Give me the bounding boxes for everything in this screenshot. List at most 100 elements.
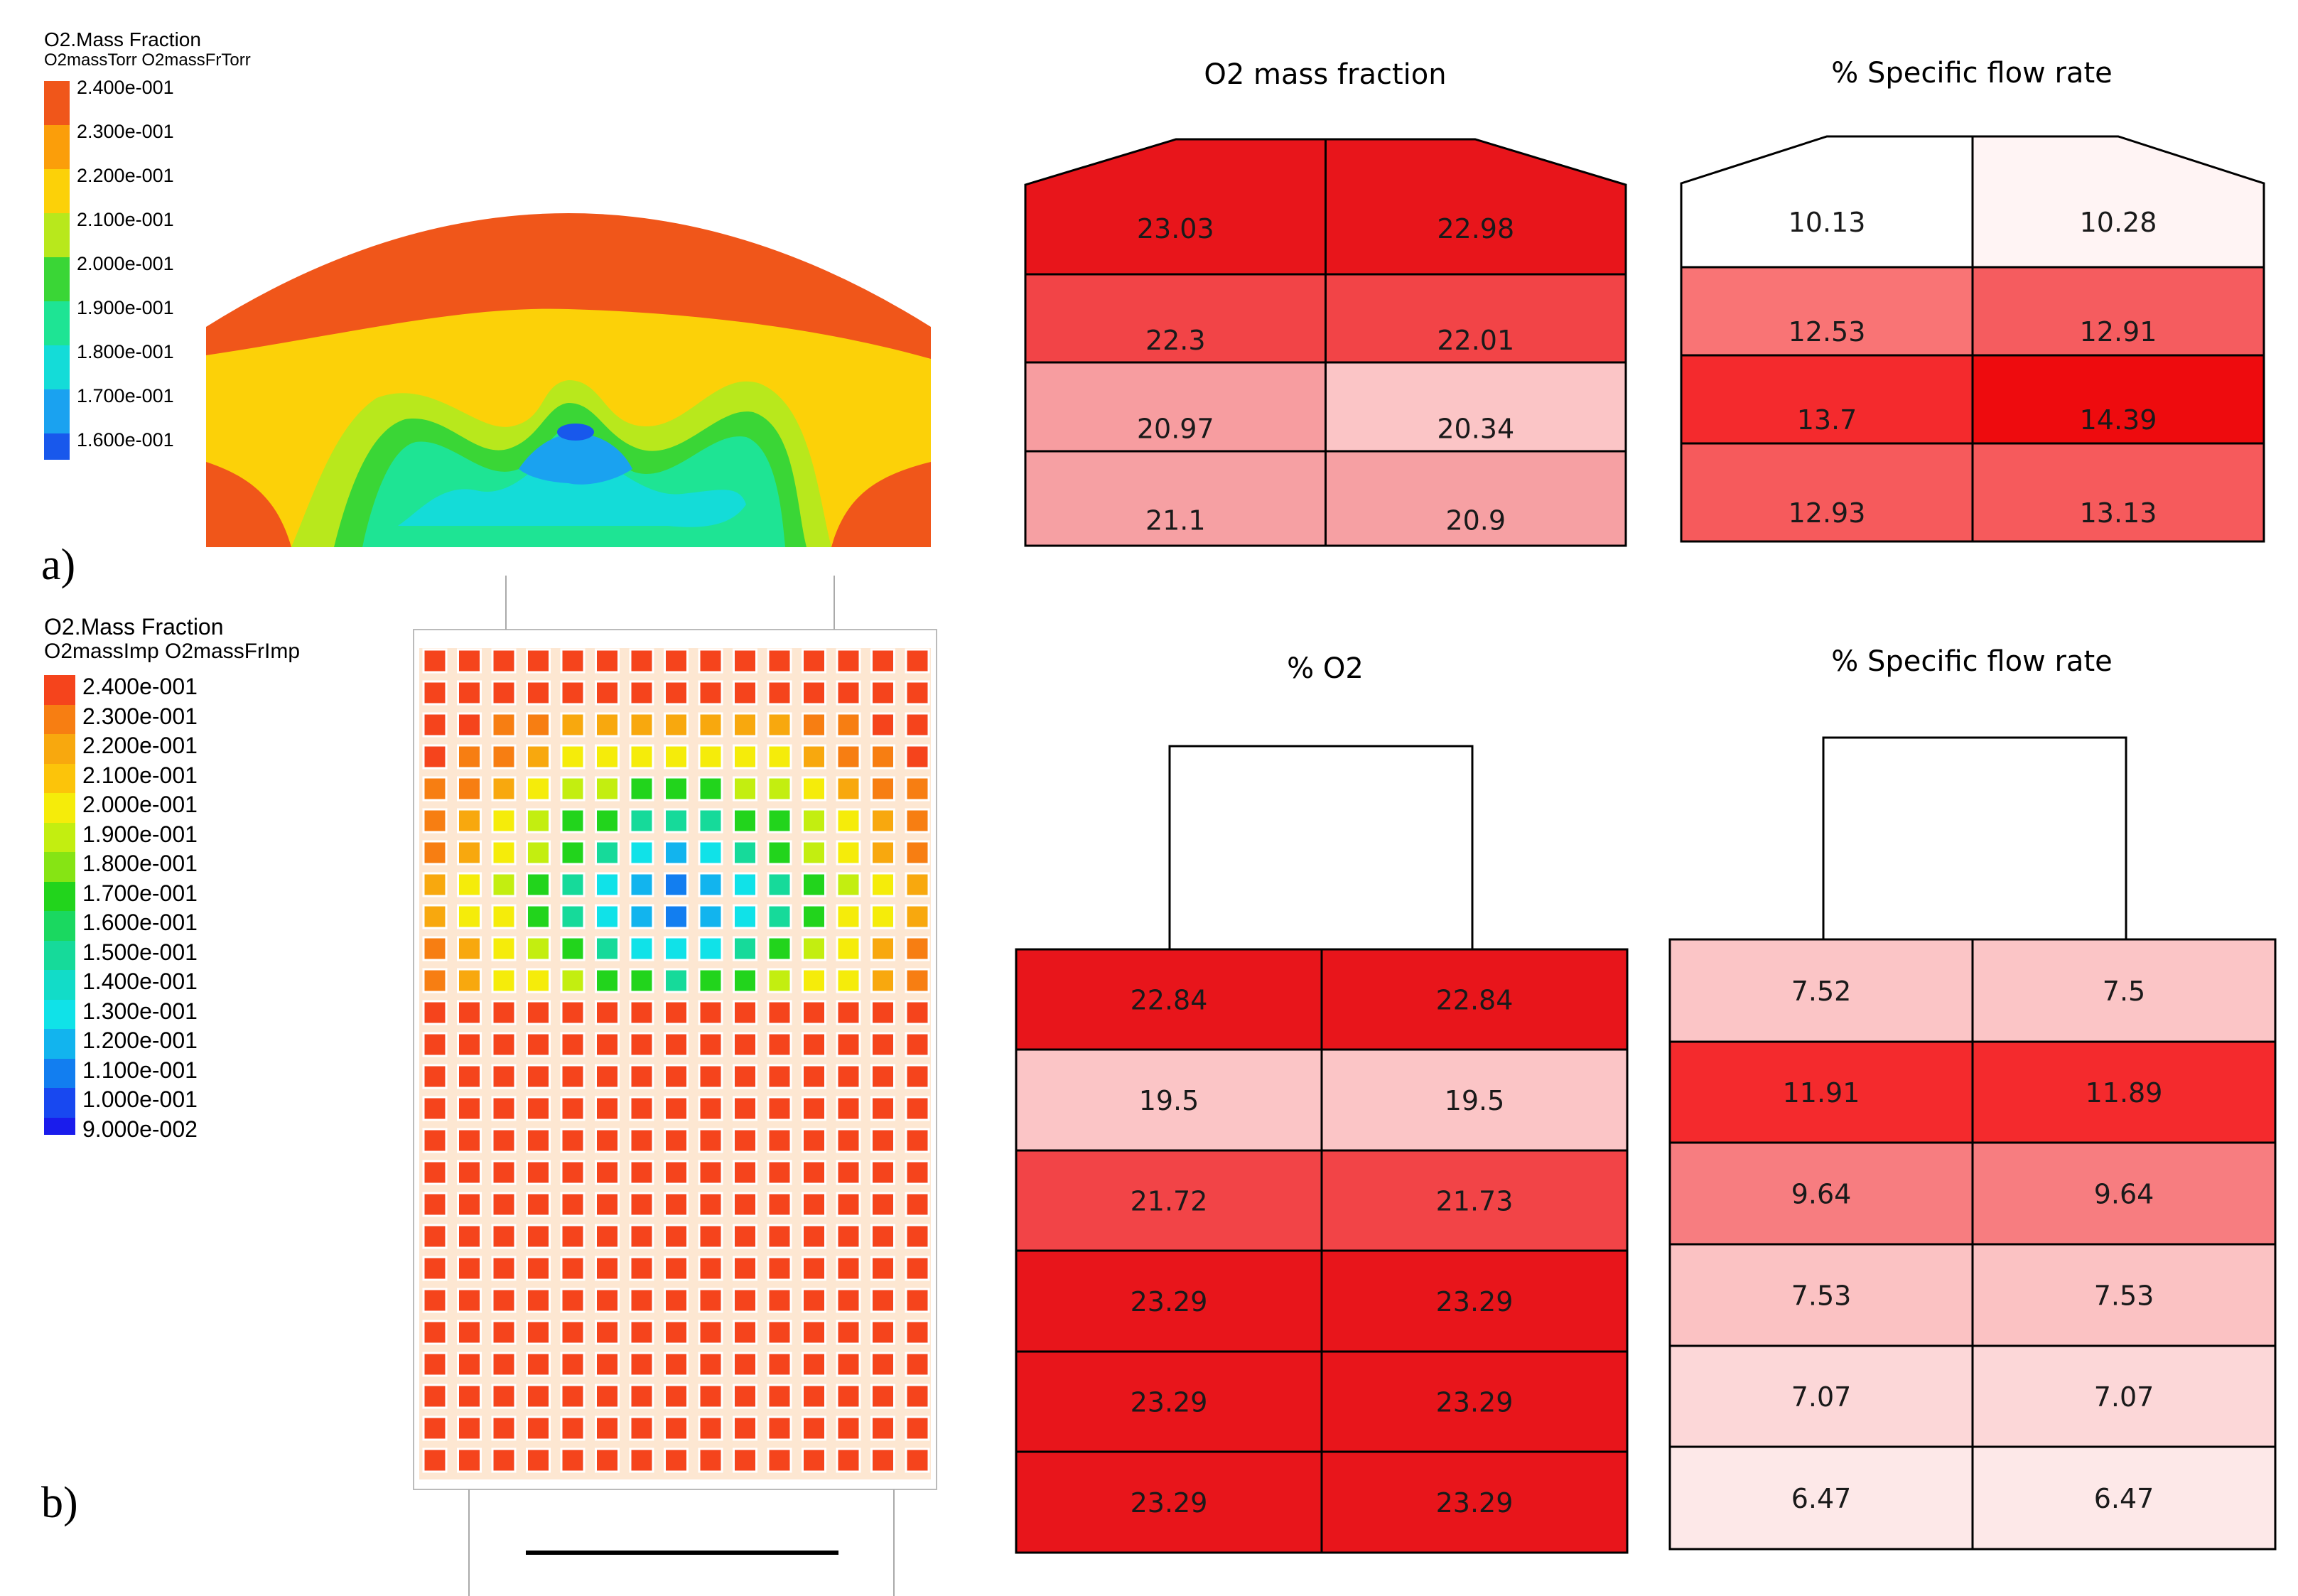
legend-b-scale: 2.400e-001 2.300e-001 2.200e-001 2.100e-001… <box>44 675 286 1158</box>
grid-cell <box>457 808 482 834</box>
grid-cell <box>457 1447 482 1473</box>
grid-cell <box>560 1320 586 1345</box>
grid-cell <box>733 808 757 834</box>
grid-cell <box>422 1224 448 1249</box>
grid-cell <box>629 1384 654 1409</box>
grid-cell <box>595 1160 620 1185</box>
grid-cell <box>526 808 551 834</box>
grid-cell <box>422 1160 448 1185</box>
grid-cell <box>802 840 826 866</box>
grid-cell <box>698 1384 723 1409</box>
grid-cell <box>595 680 620 706</box>
table-b-right-value: 7.07 <box>2094 1381 2154 1413</box>
grid-cell <box>422 1384 448 1409</box>
grid-cell <box>733 1192 757 1217</box>
grid-cell <box>457 712 482 738</box>
legend-a-swatch <box>44 433 70 460</box>
grid-cell <box>664 936 689 961</box>
grid-cell <box>767 1288 792 1313</box>
grid-cell <box>905 1288 930 1313</box>
grid-cell <box>491 1064 517 1089</box>
grid-cell <box>422 968 448 993</box>
legend-b-label: 9.000e-002 <box>82 1116 198 1142</box>
legend-a-label: 1.800e-001 <box>77 341 174 362</box>
grid-cell <box>422 680 448 706</box>
grid-cell <box>870 1320 895 1345</box>
grid-cell <box>802 1352 826 1377</box>
grid-cell <box>629 1096 654 1121</box>
grid-cell <box>733 648 757 674</box>
grid-cell <box>595 1256 620 1281</box>
grid-cell <box>491 840 517 866</box>
table-b-left-cell <box>1320 1249 1629 1353</box>
grid-cell <box>733 968 757 993</box>
grid-cell <box>767 1224 792 1249</box>
grid-cell <box>767 712 792 738</box>
grid-cell <box>422 744 448 770</box>
grid-cell <box>733 1000 757 1025</box>
table-b-left-cell <box>1320 1450 1629 1554</box>
legend-a-swatch <box>44 213 70 257</box>
grid-cell <box>870 1064 895 1089</box>
grid-cell <box>733 1447 757 1473</box>
grid-cell <box>457 776 482 802</box>
grid-cell <box>698 744 723 770</box>
grid-cell <box>595 936 620 961</box>
table-b-left-value: 23.29 <box>1131 1286 1208 1317</box>
grid-cell <box>767 808 792 834</box>
grid-cell <box>905 1032 930 1057</box>
legend-b-swatch <box>44 763 75 793</box>
legend-a-swatch <box>44 345 70 389</box>
grid-cell <box>767 1320 792 1345</box>
grid-cell <box>457 648 482 674</box>
grid-cell <box>457 1096 482 1121</box>
grid-cell <box>698 1000 723 1025</box>
grid-cell <box>870 1256 895 1281</box>
legend-b-swatch <box>44 852 75 882</box>
table-b-right-cell <box>1668 1445 1974 1551</box>
legend-b-label: 2.400e-001 <box>82 674 198 699</box>
legend-a-swatch <box>44 301 70 345</box>
grid-cell <box>457 1320 482 1345</box>
grid-cell <box>905 1064 930 1089</box>
legend-b-label: 1.300e-001 <box>82 998 198 1024</box>
grid-cell <box>767 744 792 770</box>
grid-cell <box>767 1000 792 1025</box>
table-b-right-value: 7.07 <box>1791 1381 1852 1413</box>
grid-cell <box>767 1160 792 1185</box>
grid-cell <box>905 712 930 738</box>
table-b-right-cell <box>1668 938 1974 1043</box>
grid-cell <box>422 1032 448 1057</box>
grid-cell <box>664 1000 689 1025</box>
legend-b-label: 1.700e-001 <box>82 880 198 906</box>
grid-cell <box>905 1320 930 1345</box>
grid-cell <box>595 1320 620 1345</box>
legend-b-swatch <box>44 1029 75 1059</box>
grid-cell <box>491 1128 517 1153</box>
grid-cell <box>422 808 448 834</box>
grid-cell <box>595 712 620 738</box>
grid-cell <box>595 1032 620 1057</box>
grid-cell <box>457 968 482 993</box>
table-a-left-value: 20.9 <box>1445 505 1506 537</box>
grid-cell <box>870 744 895 770</box>
grid-cell <box>560 1352 586 1377</box>
grid-cell <box>698 1192 723 1217</box>
legend-a-label: 2.400e-001 <box>77 77 174 98</box>
grid-cell <box>870 968 895 993</box>
grid-cell <box>491 1224 517 1249</box>
grid-cell <box>664 1320 689 1345</box>
grid-cell <box>767 904 792 929</box>
grid-cell <box>457 1192 482 1217</box>
grid-plot-b <box>413 576 937 1596</box>
grid-cell <box>560 968 586 993</box>
grid-cell <box>457 1000 482 1025</box>
grid-cell <box>457 1352 482 1377</box>
grid-cell <box>526 1032 551 1057</box>
grid-cell <box>560 776 586 802</box>
grid-cell <box>526 1096 551 1121</box>
grid-cell <box>733 1224 757 1249</box>
grid-cell <box>422 776 448 802</box>
table-b-right-cell <box>1971 1141 2277 1246</box>
table-a-left-cell <box>1325 138 1627 276</box>
